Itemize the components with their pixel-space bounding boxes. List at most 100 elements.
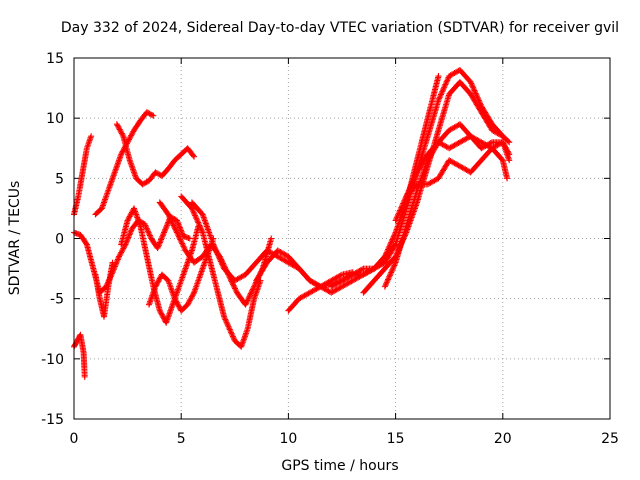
data-point xyxy=(435,73,442,80)
data-point xyxy=(174,218,181,225)
data-point xyxy=(147,111,154,118)
data-point xyxy=(387,270,394,277)
data-point xyxy=(218,259,225,266)
data-point xyxy=(242,301,249,308)
data-point xyxy=(192,212,199,219)
data-point xyxy=(443,80,450,87)
data-point xyxy=(412,172,419,179)
series-track-6 xyxy=(113,121,198,188)
y-tick-label: -5 xyxy=(50,292,64,308)
data-point xyxy=(175,232,182,239)
data-point xyxy=(179,241,186,248)
data-point xyxy=(195,220,202,227)
data-point xyxy=(210,242,217,249)
data-point xyxy=(386,273,393,280)
data-point xyxy=(155,243,162,250)
data-point xyxy=(143,225,150,232)
data-point xyxy=(114,256,121,263)
data-point xyxy=(394,213,401,220)
data-point xyxy=(391,260,398,267)
data-point xyxy=(143,179,150,186)
data-point xyxy=(228,330,235,337)
data-point xyxy=(399,201,406,208)
data-point xyxy=(158,310,165,317)
data-point xyxy=(409,179,416,186)
data-point xyxy=(118,149,125,156)
data-point xyxy=(124,235,131,242)
data-point xyxy=(468,80,475,87)
data-point xyxy=(152,283,159,290)
data-point xyxy=(395,211,402,218)
data-point xyxy=(504,175,511,182)
data-point xyxy=(175,302,182,309)
data-point xyxy=(127,230,134,237)
data-point xyxy=(115,254,122,261)
data-point xyxy=(125,232,132,239)
data-point xyxy=(337,272,344,279)
data-point xyxy=(229,281,236,288)
data-point xyxy=(229,332,236,339)
data-point xyxy=(187,296,194,303)
data-point xyxy=(197,223,204,230)
data-point xyxy=(150,112,157,119)
data-point xyxy=(390,263,397,270)
data-point xyxy=(438,90,445,97)
data-point xyxy=(505,138,512,145)
data-point xyxy=(115,123,122,130)
data-point xyxy=(185,300,192,307)
data-point xyxy=(178,228,185,235)
data-point xyxy=(410,177,417,184)
data-point xyxy=(199,228,206,235)
data-point xyxy=(172,297,179,304)
data-point xyxy=(159,233,166,240)
data-point xyxy=(129,129,136,136)
data-point xyxy=(173,299,180,306)
data-point xyxy=(231,284,238,291)
data-point xyxy=(177,225,184,232)
data-point xyxy=(230,282,237,289)
data-point xyxy=(143,109,150,116)
data-point xyxy=(393,214,400,221)
data-point xyxy=(167,216,174,223)
data-point xyxy=(145,229,152,236)
data-point xyxy=(413,170,420,177)
data-point xyxy=(386,242,393,249)
data-point xyxy=(174,230,181,237)
data-point xyxy=(153,282,160,289)
data-point xyxy=(410,176,417,183)
data-point xyxy=(126,214,133,221)
data-point xyxy=(118,248,125,255)
data-point xyxy=(472,88,479,95)
data-point xyxy=(125,234,132,241)
data-point xyxy=(160,314,167,321)
data-point xyxy=(268,235,275,242)
data-point xyxy=(212,245,219,252)
data-point xyxy=(473,91,480,98)
data-point xyxy=(158,311,165,318)
data-point xyxy=(178,239,185,246)
data-point xyxy=(384,277,391,284)
data-point xyxy=(397,206,404,213)
data-point xyxy=(163,222,170,229)
data-point xyxy=(170,222,177,229)
data-point xyxy=(245,294,252,301)
data-point xyxy=(119,246,126,253)
y-tick-label: -10 xyxy=(41,352,64,368)
data-point xyxy=(401,197,408,204)
data-point xyxy=(471,87,478,94)
x-tick-label: 20 xyxy=(494,431,512,447)
data-point xyxy=(124,217,131,224)
data-point xyxy=(395,210,402,217)
data-point xyxy=(127,212,134,219)
data-point xyxy=(146,232,153,239)
data-point xyxy=(145,109,152,116)
data-point xyxy=(499,133,506,140)
data-point xyxy=(175,233,182,240)
data-point xyxy=(381,283,388,290)
data-point xyxy=(116,125,123,132)
data-point xyxy=(382,282,389,289)
x-tick-label: 10 xyxy=(279,431,297,447)
data-point xyxy=(467,79,474,86)
data-point xyxy=(224,322,231,329)
series-track-3 xyxy=(71,331,88,380)
